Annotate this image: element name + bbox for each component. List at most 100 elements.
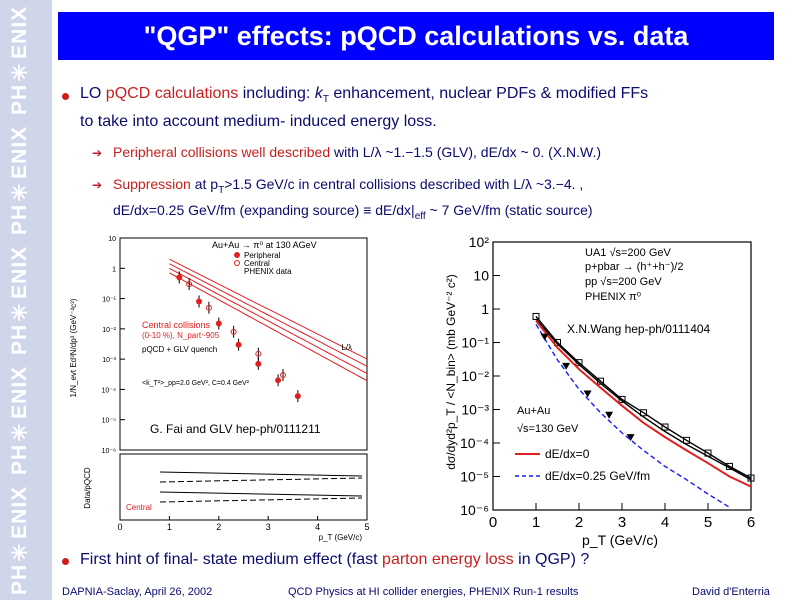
y-tick-label: 10⁻⁶ (460, 502, 489, 518)
series-line (535, 319, 752, 488)
model-curve (169, 263, 368, 367)
x-tick-label: 2 (575, 514, 583, 531)
l-lambda-label: L/λ (341, 343, 352, 352)
footer-right: David d'Enterria (692, 586, 770, 598)
x-tick-label: 6 (747, 514, 755, 531)
model-curve (169, 267, 368, 374)
phenix-logo-text: PH✳ENIX (8, 245, 31, 355)
sub2-line2: dE/dx=0.25 GeV/fm (expanding source) ≡ d… (113, 202, 593, 222)
kt-label: <k_T²>_pp=2.0 GeV², C=0.4 GeV² (142, 380, 250, 387)
arrow-icon: ➔ (92, 178, 103, 192)
footer-left: DAPNIA-Saclay, April 26, 2002 (62, 586, 213, 598)
dedx025-label: dE/dx=0.25 GeV/fm (545, 469, 650, 483)
quench-label: pQCD + GLV quench (142, 345, 217, 354)
phenix-point (605, 411, 614, 419)
y-tick-label: 10⁻⁴ (102, 387, 117, 394)
bullet2-red: parton energy loss (382, 551, 514, 568)
lo-text: LO (80, 85, 102, 102)
footer-center: QCD Physics at HI collider energies, PHE… (288, 586, 579, 598)
y-tick-label: 10² (469, 234, 490, 250)
ua1-marker (618, 395, 626, 403)
data-point (280, 371, 287, 378)
phenix-logo-text: PH✳ENIX (8, 485, 31, 595)
phenix-point (540, 333, 549, 341)
y-axis-label: 1/N_evt Ed³N/dp³ (GeV⁻²c³) (69, 298, 78, 397)
data-point (186, 281, 193, 288)
data-point (255, 360, 262, 367)
legend-entry: Central (244, 259, 270, 268)
y-axis-label: dσ/dyd²p_T / <N_bin> (mb GeV⁻² c²) (444, 274, 458, 470)
x-tick-label: 5 (704, 514, 712, 531)
y-tick-label: 10⁻³ (102, 357, 116, 364)
sub2-rest: >1.5 GeV/c in central collisions describ… (224, 176, 584, 192)
data-point (215, 320, 222, 327)
y-tick-label: 10⁻² (102, 327, 116, 334)
ratio-curve (159, 471, 363, 477)
ratio-curve (159, 497, 363, 503)
sub1-red: Peripheral collisions well described (113, 144, 331, 160)
sub1-line: Peripheral collisions well described wit… (113, 144, 601, 160)
legend-marker (234, 260, 240, 266)
sub2-line2-b: ~ 7 GeV/fm (static source) (429, 202, 593, 218)
y-tick-label: 10⁻⁶ (102, 448, 116, 455)
enhancement-text: enhancement, nuclear PDFs & modified FFs (333, 85, 649, 102)
bullet-icon (62, 93, 69, 100)
data-point (294, 393, 301, 400)
x-tick-label: 2 (216, 522, 221, 532)
data-point (275, 377, 282, 384)
model-curve (169, 272, 368, 382)
series-line (535, 318, 752, 481)
ua1-marker (640, 409, 647, 417)
y-tick-label: 10 (108, 236, 116, 243)
y-tick-label: 10 (473, 268, 489, 284)
x-tick-label: 0 (489, 514, 497, 531)
x-axis-label: p_T (GeV/c) (582, 532, 658, 548)
auau-label: Au+Au (517, 405, 550, 417)
data-point (255, 350, 262, 357)
phenix-sidebar: PH✳ENIX PH✳ENIX PH✳ENIX PH✳ENIX PH✳ENIX (0, 0, 52, 600)
lower-label: Central (126, 503, 152, 512)
eff-subscript: eff (414, 210, 426, 222)
phenix-point (583, 390, 592, 398)
right-credit: X.N.Wang hep-ph/0111404 (567, 322, 711, 336)
dedx0-label: dE/dx=0 (545, 447, 590, 461)
ua1-marker (575, 359, 583, 367)
data-point (176, 274, 183, 281)
k-subscript: T (322, 94, 329, 106)
left-credit: G. Fai and GLV hep-ph/0111211 (150, 422, 321, 436)
legend-marker (234, 252, 240, 258)
phenix-logo-text: PH✳ENIX (8, 365, 31, 475)
data-point (235, 341, 242, 348)
sub2-line1: Suppression at pT>1.5 GeV/c in central c… (113, 176, 583, 196)
ratio-curve (159, 491, 363, 497)
y-tick-label: 10⁻⁵ (460, 469, 489, 485)
y-tick-label: 10⁻¹ (461, 335, 489, 351)
phenix-logo-text: PH✳ENIX (8, 125, 31, 235)
central-label: Central collisions (142, 320, 211, 330)
phenix-logo-column: PH✳ENIX PH✳ENIX PH✳ENIX PH✳ENIX PH✳ENIX (8, 0, 44, 600)
bullet2-b: in QGP) ? (518, 551, 590, 568)
y-tick-label: 10⁻² (461, 368, 489, 384)
y-tick-label: 1 (481, 301, 489, 317)
y-tick-label: 10⁻⁵ (102, 418, 116, 425)
bullet2-a: First hint of final- state medium effect… (80, 551, 378, 568)
sub2-red: Suppression (113, 176, 191, 192)
including-text: including: (242, 85, 311, 102)
upper-frame (119, 237, 368, 451)
arrow-icon: ➔ (92, 146, 103, 160)
x-tick-label: 0 (117, 522, 122, 532)
pt-subscript: T (218, 184, 225, 196)
bullet1-line1: LO pQCD calculations including: kT enhan… (80, 85, 648, 105)
sub2-line2-a: dE/dx=0.25 GeV/fm (expanding source) ≡ d… (113, 202, 415, 218)
x-tick-label: 1 (532, 514, 540, 531)
phenix-logo-text: PH✳ENIX (8, 5, 31, 115)
ua1-marker (683, 436, 690, 444)
pqcd-text: pQCD calculations (105, 85, 239, 102)
data-point (205, 304, 212, 311)
x-tick-label: 4 (661, 514, 669, 531)
y-tick-label: 10⁻¹ (102, 297, 116, 304)
slide-title: "QGP" effects: pQCD calculations vs. dat… (58, 12, 774, 60)
sub1-rest: with L/λ ~1.−1.5 (GLV), dE/dx ~ 0. (X.N.… (334, 144, 602, 160)
lower-ylabel: Data/pQCD (83, 467, 92, 509)
sub2-at-p: at p (194, 176, 219, 192)
